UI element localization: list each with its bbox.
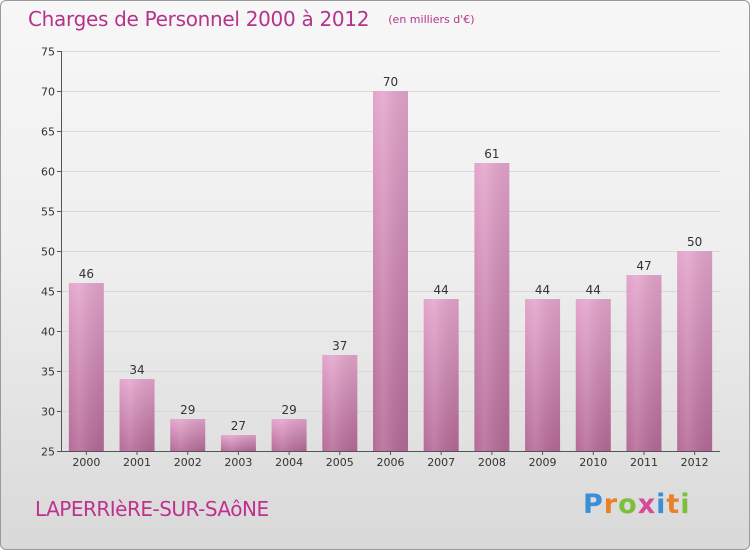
y-tick-label: 75 [41,46,55,59]
y-tick-label: 50 [41,246,55,259]
value-label-2012: 50 [687,235,702,249]
bar-shine-2005 [322,355,358,451]
x-tick-label-2005: 2005 [326,456,354,469]
x-tick-label-2000: 2000 [72,456,100,469]
x-tick-label-2003: 2003 [224,456,252,469]
x-tick-label-2008: 2008 [478,456,506,469]
bar-shine-2000 [68,283,104,451]
bar-shine-2012 [677,251,713,451]
x-tick-label-2009: 2009 [529,456,557,469]
logo-letter: r [603,489,619,520]
x-tick-label-2012: 2012 [681,456,709,469]
bar-shine-2006 [373,91,408,451]
value-label-2005: 37 [332,339,347,353]
x-tick-label-2002: 2002 [174,456,202,469]
bar-shine-2011 [626,275,662,451]
value-label-2004: 29 [281,403,296,417]
y-tick-label: 45 [41,286,55,299]
y-tick-label: 60 [41,166,55,179]
y-tick-label: 70 [41,86,55,99]
value-label-2010: 44 [586,283,601,297]
y-tick-label: 25 [41,446,55,459]
logo-letter: i [656,489,667,520]
x-tick-label-2001: 2001 [123,456,151,469]
value-label-2008: 61 [484,147,499,161]
bar-shine-2003 [220,435,256,451]
logo-letter: i [680,489,691,520]
x-tick-label-2007: 2007 [427,456,455,469]
value-label-2002: 29 [180,403,195,417]
y-tick-label: 55 [41,206,55,219]
value-label-2000: 46 [79,267,94,281]
y-tick-label: 30 [41,406,55,419]
logo-letter: t [666,489,681,520]
x-tick-label-2010: 2010 [579,456,607,469]
bar-shine-2009 [525,299,561,451]
y-tick-label: 40 [41,326,55,339]
bar-shine-2004 [271,419,307,451]
y-tick-label: 35 [41,366,55,379]
bar-shine-2008 [474,163,510,451]
logo-letter: P [583,489,604,520]
bar-shine-2010 [575,299,611,451]
value-label-2009: 44 [535,283,550,297]
commune-name: LAPERRIèRE-SUR-SAôNE [35,497,269,521]
x-tick-label-2011: 2011 [630,456,658,469]
bar-shine-2001 [119,379,155,451]
value-label-2003: 27 [231,419,246,433]
value-label-2007: 44 [434,283,449,297]
chart-subtitle: (en milliers d'€) [388,13,475,26]
value-label-2011: 47 [636,259,651,273]
x-tick-label-2004: 2004 [275,456,303,469]
logo-letter: o [618,489,638,520]
proxiti-logo: Proxiti [583,489,691,520]
x-tick-label-2006: 2006 [377,456,405,469]
value-label-2001: 34 [129,363,144,377]
bar-shine-2007 [423,299,459,451]
value-label-2006: 70 [383,75,398,89]
logo-letter: x [637,489,657,520]
chart-title-area: Charges de Personnel 2000 à 2012 (en mil… [28,7,475,31]
bar-shine-2002 [170,419,206,451]
y-tick-label: 65 [41,126,55,139]
chart-title: Charges de Personnel 2000 à 2012 [28,7,370,31]
